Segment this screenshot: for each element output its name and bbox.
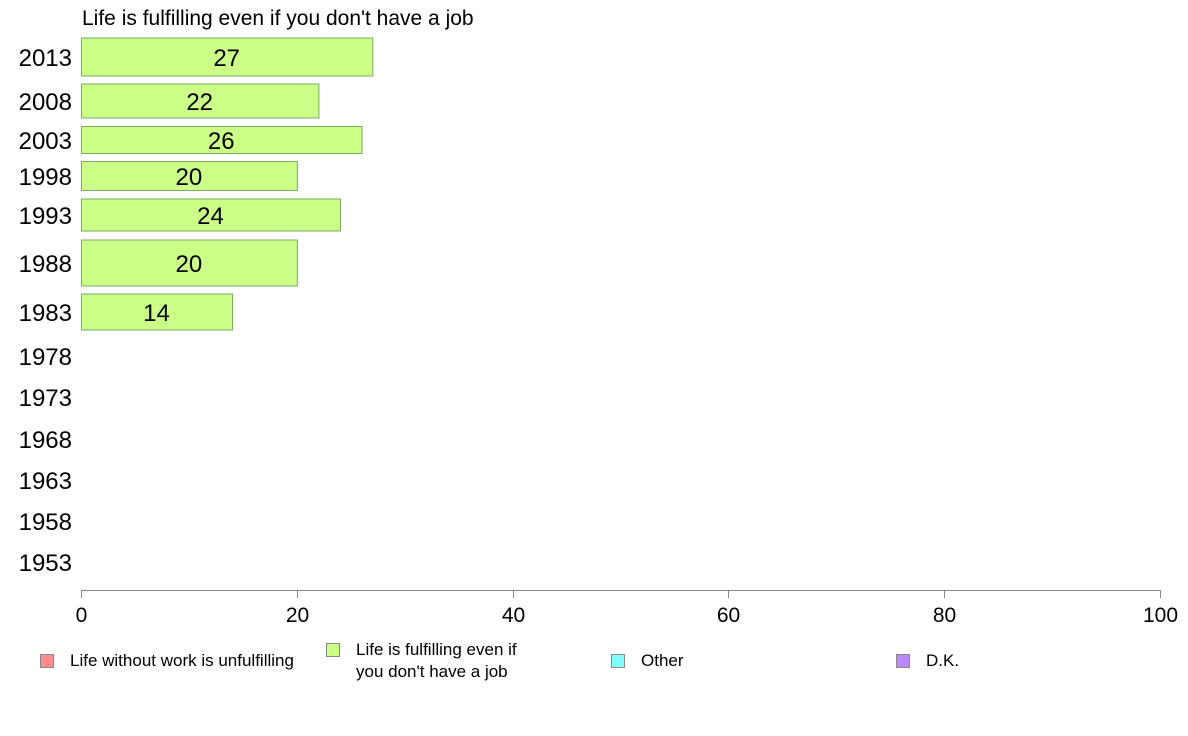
chart-title: Life is fulfilling even if you don't hav… [82, 7, 474, 30]
year-label: 1978 [19, 344, 72, 371]
year-labels-group: 2013 2008 2003 1998 1993 1988 1983 1978 1973 1968… [19, 45, 72, 577]
year-label: 2008 [19, 89, 72, 116]
bar [81, 37, 374, 77]
legend-label: Life without work is unfulfilling [70, 651, 294, 670]
bar-value-label: 22 [186, 89, 213, 116]
legend-label: Life is fulfilling even if you don't hav… [356, 640, 517, 681]
bar [81, 161, 298, 191]
x-tick-label: 60 [717, 604, 740, 627]
legend: Life without work is unfulfilling Life i… [0, 636, 1188, 696]
bar-value-label: 14 [143, 300, 170, 327]
legend-item-fulfilling: Life is fulfilling even if you don't hav… [326, 639, 517, 683]
legend-swatch [326, 643, 340, 657]
legend-swatch [611, 654, 625, 668]
x-axis: 0 20 40 60 80 100 [76, 590, 1178, 627]
year-label: 2003 [19, 128, 72, 155]
bar [81, 126, 363, 154]
bar-value-label: 26 [208, 128, 235, 155]
x-tick-label: 0 [76, 604, 88, 627]
x-tick-label: 80 [933, 604, 956, 627]
bar [81, 293, 234, 331]
legend-item-other: Other [611, 650, 684, 672]
year-label: 1968 [19, 427, 72, 454]
bar-value-label: 27 [213, 45, 240, 72]
bar [81, 239, 298, 287]
bar [81, 198, 341, 232]
bar-value-label: 20 [176, 164, 203, 191]
x-tick-label: 40 [502, 604, 525, 627]
year-label: 1993 [19, 203, 72, 230]
year-label: 1958 [19, 509, 72, 536]
legend-label: D.K. [926, 651, 960, 670]
x-tick-label: 20 [286, 604, 309, 627]
x-tick-label: 100 [1143, 604, 1178, 627]
legend-swatch [40, 654, 54, 668]
legend-item-unfulfilling: Life without work is unfulfilling [40, 650, 294, 672]
year-label: 1963 [19, 468, 72, 495]
year-label: 2013 [19, 45, 72, 72]
bar-value-label: 20 [176, 251, 203, 278]
bar-value-label: 24 [197, 203, 224, 230]
year-label: 1983 [19, 300, 72, 327]
year-label: 1953 [19, 550, 72, 577]
year-label: 1998 [19, 164, 72, 191]
legend-label: Other [641, 651, 684, 670]
bar-chart: Life is fulfilling even if you don't hav… [19, 7, 1178, 627]
year-label: 1988 [19, 251, 72, 278]
legend-item-dk: D.K. [896, 650, 959, 672]
legend-swatch [896, 654, 910, 668]
bar [81, 83, 320, 119]
year-label: 1973 [19, 385, 72, 412]
